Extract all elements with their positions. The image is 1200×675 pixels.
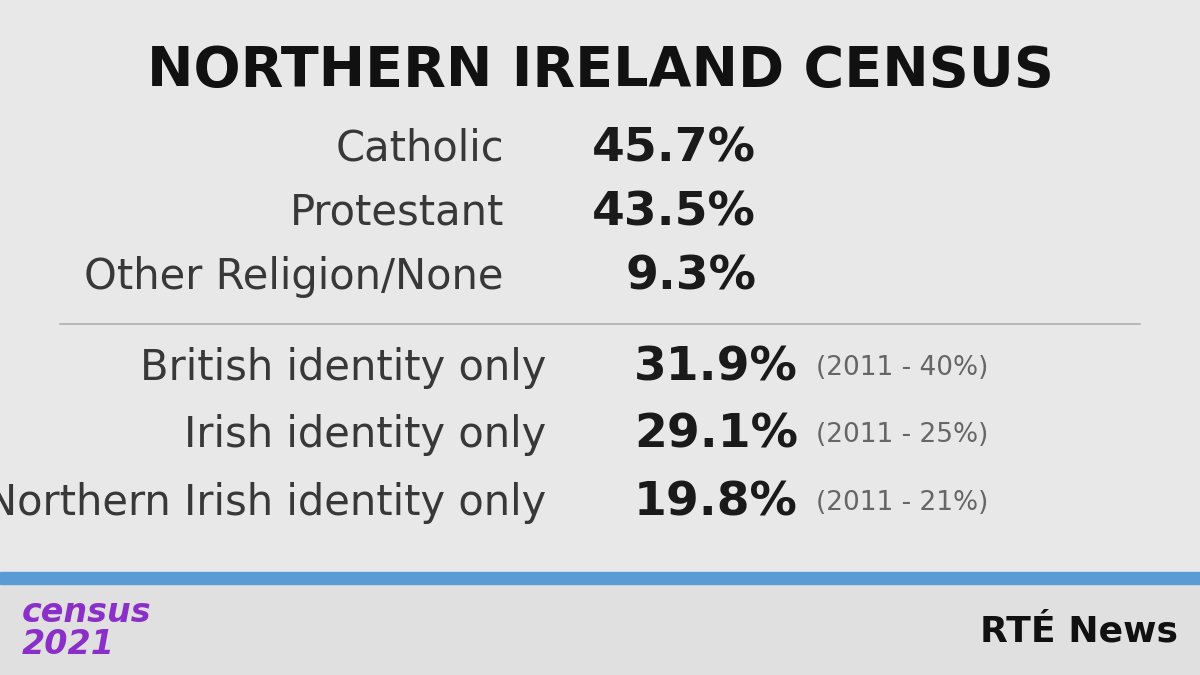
Text: Northern Irish identity only: Northern Irish identity only — [0, 482, 546, 524]
Text: (2011 - 25%): (2011 - 25%) — [816, 423, 989, 448]
Text: 43.5%: 43.5% — [592, 190, 756, 235]
Text: 2021: 2021 — [22, 628, 115, 661]
Text: Irish identity only: Irish identity only — [184, 414, 546, 456]
Text: British identity only: British identity only — [139, 347, 546, 389]
Text: Catholic: Catholic — [335, 128, 504, 169]
Bar — [0, 584, 1200, 675]
Text: (2011 - 40%): (2011 - 40%) — [816, 355, 989, 381]
Text: census: census — [22, 596, 151, 628]
Text: Protestant: Protestant — [289, 192, 504, 234]
Text: 9.3%: 9.3% — [625, 254, 756, 299]
Text: 19.8%: 19.8% — [634, 481, 798, 525]
Text: 31.9%: 31.9% — [634, 346, 798, 390]
Text: Other Religion/None: Other Religion/None — [84, 256, 504, 298]
Text: 45.7%: 45.7% — [592, 126, 756, 171]
Text: NORTHERN IRELAND CENSUS: NORTHERN IRELAND CENSUS — [146, 44, 1054, 98]
Bar — [0, 572, 1200, 584]
Text: 29.1%: 29.1% — [634, 413, 798, 458]
Text: RTÉ News: RTÉ News — [980, 614, 1178, 648]
Text: (2011 - 21%): (2011 - 21%) — [816, 490, 989, 516]
